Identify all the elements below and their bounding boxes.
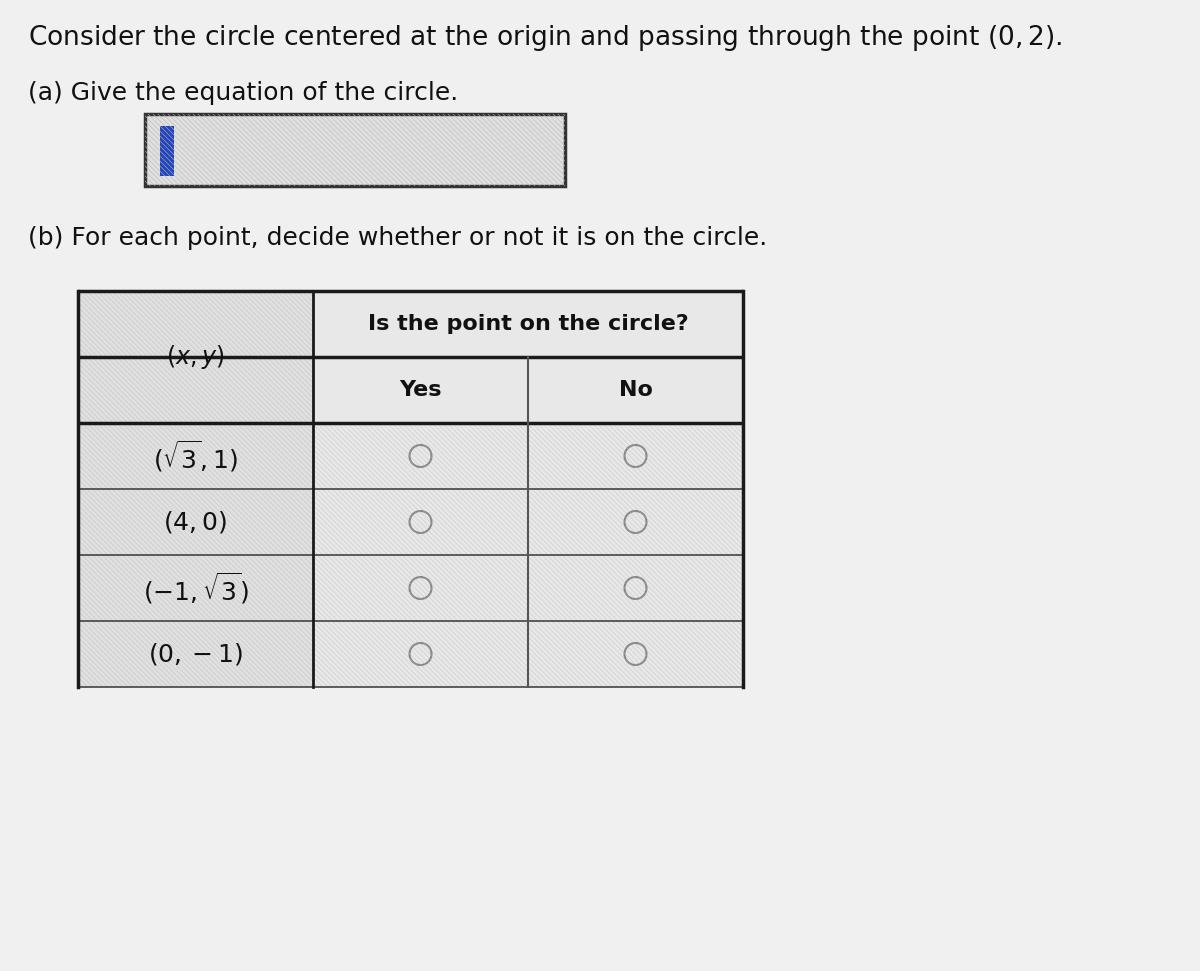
- Bar: [160, 126, 174, 176]
- Bar: [78, 291, 313, 357]
- Bar: [78, 555, 313, 621]
- Text: (a) Give the equation of the circle.: (a) Give the equation of the circle.: [28, 81, 458, 105]
- Bar: [313, 291, 743, 357]
- Text: $(x, y)$: $(x, y)$: [167, 343, 224, 371]
- Bar: [78, 555, 313, 621]
- Text: $(4, 0)$: $(4, 0)$: [163, 509, 228, 535]
- Bar: [528, 621, 743, 687]
- Bar: [313, 489, 528, 555]
- Text: Yes: Yes: [400, 380, 442, 400]
- Bar: [313, 357, 743, 423]
- Text: No: No: [618, 380, 653, 400]
- Text: Consider the circle centered at the origin and passing through the point $(0, 2): Consider the circle centered at the orig…: [28, 23, 1062, 53]
- Bar: [313, 621, 743, 687]
- Bar: [528, 423, 743, 489]
- Bar: [78, 489, 313, 555]
- Bar: [145, 114, 565, 186]
- Text: $(0, -1)$: $(0, -1)$: [148, 641, 242, 667]
- Bar: [313, 555, 528, 621]
- Bar: [528, 489, 743, 555]
- Bar: [78, 621, 313, 687]
- Bar: [78, 357, 313, 423]
- Bar: [145, 114, 565, 186]
- Bar: [313, 489, 743, 555]
- Bar: [78, 423, 313, 489]
- Bar: [78, 423, 313, 489]
- Bar: [78, 357, 313, 423]
- Bar: [313, 423, 743, 489]
- Bar: [78, 621, 313, 687]
- Text: $(\sqrt{3}, 1)$: $(\sqrt{3}, 1)$: [154, 438, 238, 474]
- Bar: [313, 555, 743, 621]
- Text: (b) For each point, decide whether or not it is on the circle.: (b) For each point, decide whether or no…: [28, 226, 767, 250]
- Bar: [78, 291, 313, 357]
- Bar: [78, 489, 313, 555]
- Bar: [145, 114, 565, 186]
- Bar: [528, 555, 743, 621]
- Text: $(-1, \sqrt{3})$: $(-1, \sqrt{3})$: [143, 570, 248, 606]
- Text: Is the point on the circle?: Is the point on the circle?: [367, 314, 689, 334]
- Bar: [313, 621, 528, 687]
- Bar: [313, 423, 528, 489]
